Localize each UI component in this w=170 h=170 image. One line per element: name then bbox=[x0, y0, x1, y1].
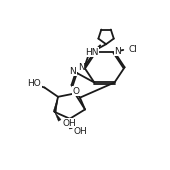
Text: Cl: Cl bbox=[128, 45, 137, 54]
Text: N: N bbox=[114, 47, 121, 56]
Text: O: O bbox=[72, 87, 79, 96]
Text: OH: OH bbox=[74, 127, 87, 136]
Text: OH: OH bbox=[62, 119, 76, 128]
Text: N: N bbox=[78, 63, 84, 72]
Text: HO: HO bbox=[28, 79, 41, 88]
Text: N: N bbox=[69, 67, 76, 76]
Polygon shape bbox=[53, 97, 58, 112]
Text: HN: HN bbox=[85, 48, 98, 57]
Text: N: N bbox=[88, 47, 95, 56]
Polygon shape bbox=[69, 119, 72, 129]
Polygon shape bbox=[55, 112, 61, 121]
